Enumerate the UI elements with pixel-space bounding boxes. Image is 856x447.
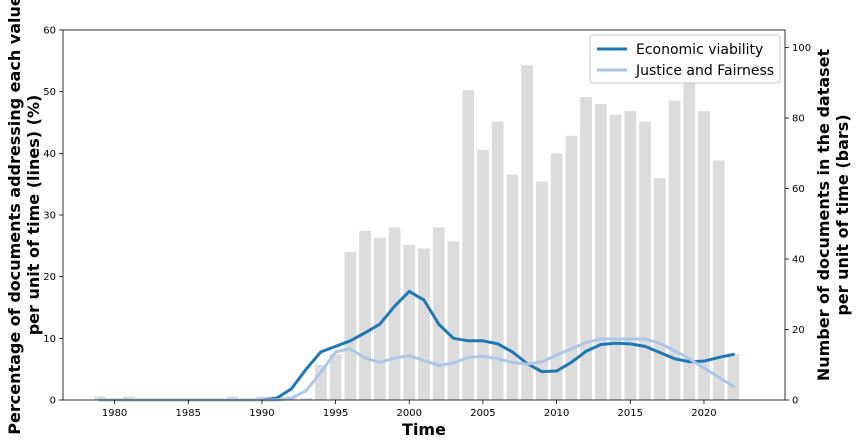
bar-2009 (535, 181, 548, 400)
y-right-tick-label-40: 40 (792, 255, 805, 266)
bars-layer (93, 65, 740, 401)
x-tick-label-1995: 1995 (323, 408, 348, 419)
y-left-tick-label-40: 40 (43, 149, 56, 160)
x-axis-title: Time (402, 420, 446, 439)
legend-label-justice-and-fairness: Justice and Fairness (635, 63, 774, 79)
bar-2001 (418, 248, 430, 400)
bar-2016 (639, 121, 651, 401)
bar-1990 (256, 396, 268, 400)
x-tick-label-2005: 2005 (470, 408, 495, 419)
bar-2006 (491, 121, 504, 401)
x-tick-label-2020: 2020 (691, 408, 716, 419)
bar-1999 (388, 227, 401, 400)
legend: Economic viability Justice and Fairness (589, 34, 781, 84)
x-tick-label-1985: 1985 (176, 408, 201, 419)
bar-2008 (521, 65, 534, 401)
y-axis-left-title-line2: per unit of time (lines) (%) (24, 95, 43, 336)
bar-1997 (359, 230, 371, 400)
bar-2011 (565, 135, 578, 400)
bar-2019 (683, 79, 696, 400)
y-axis-right-title-line1: Number of documents in the dataset (814, 48, 833, 381)
x-tick-label-1980: 1980 (102, 408, 127, 419)
y-right-tick-label-60: 60 (792, 184, 805, 195)
x-ticks: 1980 1985 1990 1995 2000 2005 2010 2015 2020 (102, 400, 717, 419)
legend-label-economic-viability: Economic viability (636, 42, 763, 58)
x-tick-label-1990: 1990 (249, 408, 274, 419)
y-axis-right-title: Number of documents in the dataset per u… (814, 48, 852, 381)
bar-2015 (624, 111, 637, 401)
y-right-tick-label-0: 0 (792, 396, 798, 407)
bar-2000 (403, 244, 416, 400)
bar-1993 (300, 398, 313, 400)
bar-1979 (93, 396, 106, 400)
y-axis-left-title-line1: Percentage of documents addressing each … (5, 0, 24, 435)
y-left-tick-label-20: 20 (43, 272, 56, 283)
y-left-tick-label-30: 30 (43, 211, 56, 222)
y-left-tick-label-60: 60 (43, 26, 56, 37)
y-left-tick-label-10: 10 (43, 334, 56, 345)
bar-2004 (462, 89, 475, 401)
bar-2021 (712, 160, 725, 400)
x-tick-label-2000: 2000 (397, 408, 422, 419)
x-tick-label-2010: 2010 (544, 408, 569, 419)
y-right-tick-label-80: 80 (792, 114, 805, 125)
bar-2012 (580, 96, 592, 400)
bar-1988 (226, 396, 239, 400)
y-ticks-left: 0 10 20 30 40 50 60 (43, 26, 63, 407)
bar-2007 (506, 174, 519, 400)
legend-box (589, 34, 781, 84)
bar-1995 (329, 354, 342, 400)
bar-1996 (344, 252, 357, 400)
bar-2002 (432, 227, 445, 400)
y-right-tick-label-100: 100 (792, 43, 811, 54)
bar-2022 (727, 354, 740, 400)
bar-2017 (653, 178, 666, 400)
bar-1994 (314, 364, 327, 400)
y-left-tick-label-50: 50 (43, 87, 56, 98)
x-tick-label-2015: 2015 (618, 408, 643, 419)
bar-2003 (447, 241, 460, 400)
bar-1981 (123, 396, 136, 400)
y-right-tick-label-20: 20 (792, 325, 805, 336)
bar-2020 (698, 111, 710, 401)
y-ticks-right: 0 20 40 60 80 100 (785, 43, 811, 407)
bar-1998 (373, 237, 386, 400)
y-axis-left-title: Percentage of documents addressing each … (5, 0, 43, 435)
y-left-tick-label-0: 0 (50, 396, 56, 407)
bar-2018 (668, 100, 681, 400)
bar-2013 (594, 104, 607, 400)
bar-2014 (609, 114, 622, 400)
bar-2010 (550, 153, 563, 400)
bar-2005 (477, 149, 489, 400)
y-axis-right-title-line2: per unit of time (bars) (833, 114, 852, 315)
